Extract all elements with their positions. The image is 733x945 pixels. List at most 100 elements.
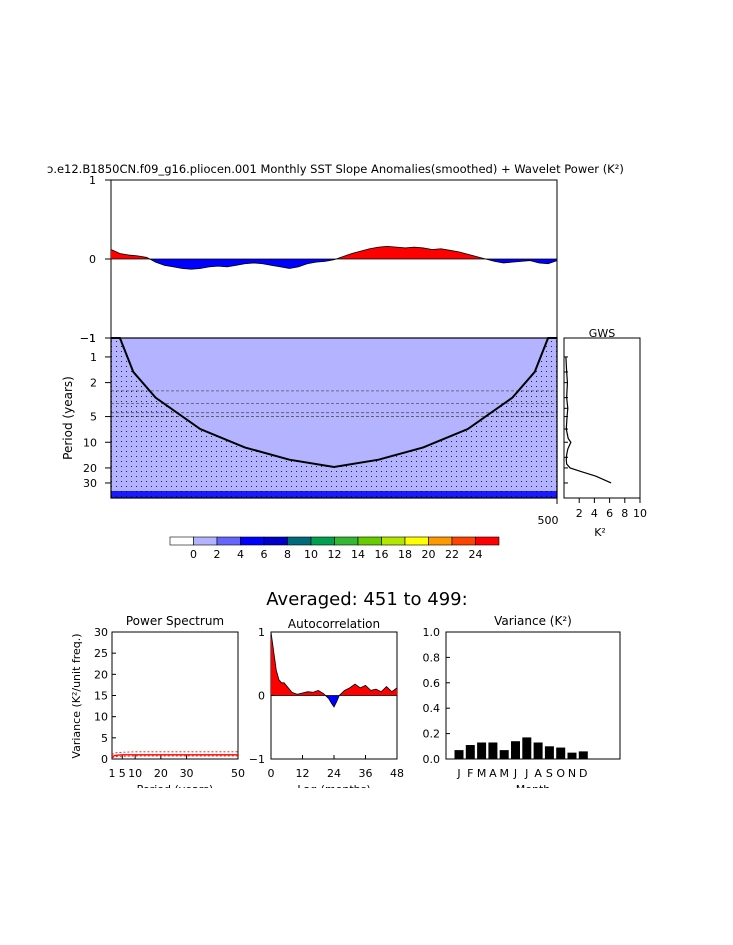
wavelet-ytick-label: 20 bbox=[83, 462, 97, 475]
colorbar-label: 14 bbox=[351, 548, 365, 561]
wavelet-ytick-label: 5 bbox=[90, 411, 97, 424]
colorbar: 0 2 4 6 8 10 12 14 16 18 20 22 24 bbox=[169, 536, 500, 561]
mv-bar bbox=[556, 747, 566, 759]
wavelet-cone-of-influence bbox=[111, 337, 557, 469]
mv-bar bbox=[544, 746, 554, 759]
mv-xtick-label: J bbox=[524, 767, 528, 780]
mv-xtick-label: M bbox=[499, 767, 509, 780]
ps-xtick-label: 5 bbox=[119, 767, 126, 780]
mv-ytick-label: 0.4 bbox=[423, 702, 441, 715]
timeseries-yticks: 1 0 −1 bbox=[80, 174, 111, 345]
gws-xtick-label: 10 bbox=[633, 507, 647, 520]
mv-xtick-label: O bbox=[556, 767, 565, 780]
ps-xtick-label: 30 bbox=[180, 767, 194, 780]
wavelet-frame bbox=[110, 337, 558, 499]
colorbar-label: 12 bbox=[328, 548, 342, 561]
wavelet-xtick-label: 500 bbox=[538, 514, 559, 527]
mv-frame bbox=[445, 631, 621, 760]
monthly-variance-panel: Variance (K²) Month 0.00.20.40.60.81.0JF… bbox=[423, 614, 621, 796]
ps-frame bbox=[111, 631, 239, 760]
wavelet-ytick-label: 2 bbox=[90, 377, 97, 390]
colorbar-swatch bbox=[451, 536, 476, 546]
mv-bar bbox=[522, 737, 532, 759]
ac-title: Autocorrelation bbox=[288, 617, 380, 631]
gws-xtick-label: 8 bbox=[621, 507, 628, 520]
ps-xtick-label: 20 bbox=[154, 767, 168, 780]
wavelet-ylabel: Period (years) bbox=[61, 376, 75, 460]
mv-ytick-label: 0.0 bbox=[423, 753, 441, 766]
colorbar-label: 20 bbox=[422, 548, 436, 561]
ps-ytick-label: 10 bbox=[94, 711, 108, 724]
ac-ytick-label: 0 bbox=[258, 690, 265, 703]
wavelet-panel: Period (years) 1 2 5 10 20 30 −1 500 bbox=[61, 332, 559, 527]
wavelet-overlays bbox=[111, 337, 557, 498]
figure-title: ɔ.e12.B1850CN.f09_g16.pliocen.001 Monthl… bbox=[47, 162, 624, 176]
colorbar-label: 6 bbox=[261, 548, 268, 561]
colorbar-swatch bbox=[287, 536, 312, 546]
power-spectrum-panel: Power Spectrum Variance (K²/unit freq.) … bbox=[70, 614, 245, 796]
ac-xtick-label: 24 bbox=[327, 767, 341, 780]
ps-upper-confidence bbox=[111, 751, 238, 756]
gws-xlabel: K² bbox=[594, 526, 606, 539]
ac-line bbox=[270, 631, 398, 708]
colorbar-label: 8 bbox=[284, 548, 291, 561]
ps-spectrum-line bbox=[111, 754, 238, 758]
colorbar-swatch bbox=[357, 536, 382, 546]
ps-ytick-label: 20 bbox=[94, 668, 108, 681]
mv-xtick-label: J bbox=[456, 767, 460, 780]
mv-xtick-label: D bbox=[579, 767, 587, 780]
colorbar-swatch bbox=[193, 536, 218, 546]
ts-line bbox=[110, 245, 558, 270]
ps-ylabel: Variance (K²/unit freq.) bbox=[70, 633, 83, 758]
ps-ytick-label: 15 bbox=[94, 690, 108, 703]
ac-ytick-label: 1 bbox=[258, 626, 265, 639]
mv-bar bbox=[578, 751, 588, 759]
colorbar-swatch bbox=[475, 536, 500, 546]
mv-title: Variance (K²) bbox=[494, 614, 572, 628]
wavelet-ytick-label: −1 bbox=[80, 332, 96, 345]
colorbar-label: 22 bbox=[445, 548, 459, 561]
colorbar-swatch bbox=[240, 536, 265, 546]
ps-xtick-label: 1 bbox=[109, 767, 116, 780]
ps-title: Power Spectrum bbox=[126, 614, 224, 628]
colorbar-swatch bbox=[381, 536, 406, 546]
colorbar-label: 18 bbox=[398, 548, 412, 561]
ac-xtick-label: 0 bbox=[268, 767, 275, 780]
mv-bar bbox=[533, 742, 543, 759]
colorbar-label: 4 bbox=[237, 548, 244, 561]
wavelet-yticks: 1 2 5 10 20 30 −1 bbox=[80, 332, 111, 490]
mv-xtick-label: S bbox=[546, 767, 553, 780]
mv-bar bbox=[488, 742, 498, 759]
gws-xtick-label: 4 bbox=[591, 507, 598, 520]
ps-ytick-label: 25 bbox=[94, 647, 108, 660]
ac-xtick-label: 12 bbox=[296, 767, 310, 780]
ac-positive-area bbox=[271, 632, 326, 696]
ac-ytick-label: −1 bbox=[249, 753, 265, 766]
colorbar-label: 16 bbox=[375, 548, 389, 561]
mv-xtick-label: N bbox=[568, 767, 576, 780]
ps-lower-confidence bbox=[111, 755, 238, 759]
ts-positive-area bbox=[111, 249, 150, 259]
ps-ytick-label: 30 bbox=[94, 626, 108, 639]
timeseries-series bbox=[110, 245, 558, 270]
gws-panel: GWS 2 4 6 8 10 K² bbox=[563, 327, 647, 539]
mv-xtick-label: F bbox=[467, 767, 473, 780]
colorbar-swatch bbox=[216, 536, 241, 546]
mv-ytick-label: 1.0 bbox=[423, 626, 441, 639]
mv-xtick-label: M bbox=[477, 767, 487, 780]
gws-xticks: 2 4 6 8 10 bbox=[576, 498, 647, 520]
mv-xtick-label: A bbox=[534, 767, 542, 780]
wavelet-ytick-label: 30 bbox=[83, 477, 97, 490]
mv-bar bbox=[511, 741, 520, 759]
colorbar-swatch bbox=[428, 536, 453, 546]
colorbar-label: 2 bbox=[214, 548, 221, 561]
gws-series bbox=[564, 356, 612, 484]
mv-bar bbox=[567, 752, 577, 759]
colorbar-swatch bbox=[310, 536, 335, 546]
gws-frame bbox=[563, 337, 641, 499]
ac-positive-area bbox=[339, 684, 397, 696]
gws-xtick-label: 2 bbox=[576, 507, 583, 520]
ts-ytick-label: 1 bbox=[89, 174, 96, 187]
mv-bar bbox=[454, 750, 464, 759]
